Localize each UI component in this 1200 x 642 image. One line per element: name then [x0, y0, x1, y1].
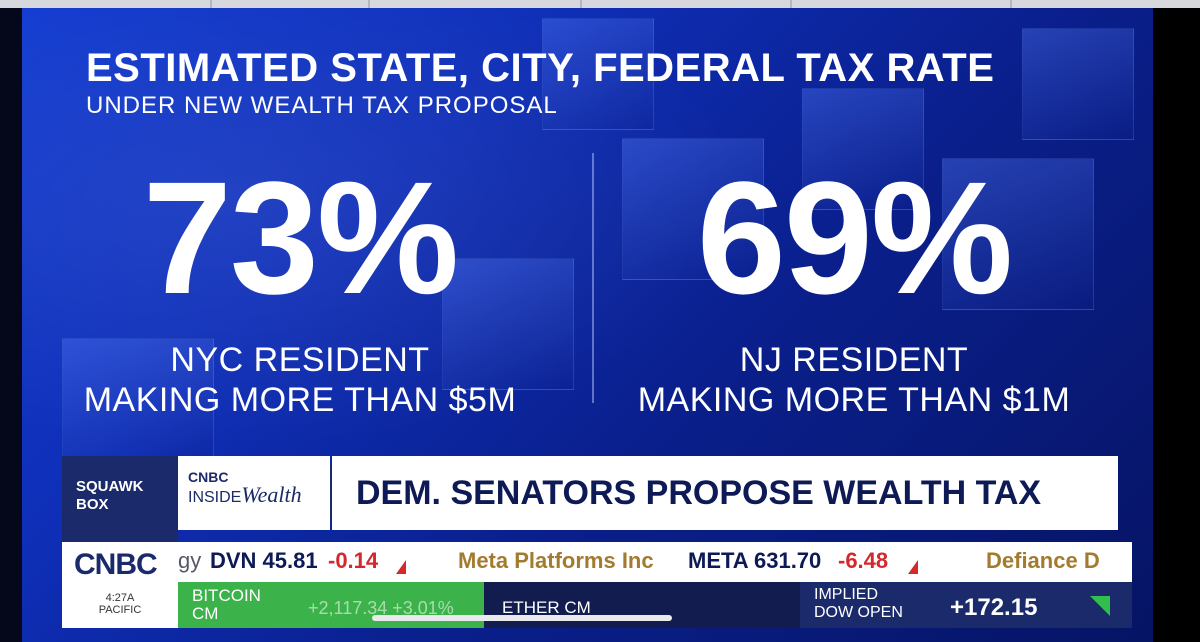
- dow-quote: IMPLIED DOW OPEN +172.15: [800, 582, 1132, 628]
- decor-cube: [542, 18, 654, 130]
- ether-label: ETHER CM: [502, 598, 591, 617]
- stat-nyc: 73% NYC RESIDENT MAKING MORE THAN $5M: [40, 158, 560, 420]
- stat-label-line: MAKING MORE THAN $1M: [637, 381, 1071, 419]
- stat-label-line: NJ RESIDENT: [739, 341, 969, 379]
- top-bar-segment: [210, 0, 212, 8]
- segment-brand-inside: INSIDE: [188, 489, 242, 506]
- left-frame: [0, 8, 22, 642]
- decor-cube: [802, 88, 924, 210]
- stat-nj: 69% NJ RESIDENT MAKING MORE THAN $1M: [594, 158, 1114, 420]
- lower-third-headline: DEM. SENATORS PROPOSE WEALTH TAX: [332, 456, 1118, 530]
- triangle-down-icon: [908, 560, 918, 574]
- segment-brand-title: INSIDEWealth: [188, 484, 330, 509]
- decor-cube: [442, 258, 574, 390]
- headline-separator: [330, 466, 332, 520]
- network-logo-block: CNBC 4:27A PACIFIC: [62, 542, 178, 628]
- ticker-item: gy: [178, 548, 202, 573]
- bitcoin-value: +2,117.34 +3.01%: [308, 598, 454, 618]
- graphic-subhead: UNDER NEW WEALTH TAX PROPOSAL: [86, 92, 558, 119]
- triangle-up-icon: [1090, 596, 1110, 616]
- dow-label: IMPLIED DOW OPEN: [814, 586, 903, 622]
- market-bar: BITCOIN CM +2,117.34 +3.01% ETHER CM IMP…: [178, 582, 1132, 628]
- stat-value: 73%: [142, 148, 459, 327]
- top-bar-segment: [790, 0, 792, 8]
- bitcoin-label: BITCOIN CM: [192, 587, 261, 623]
- ticker-item: DVN 45.81: [210, 548, 318, 573]
- stat-label-line: NYC RESIDENT: [170, 341, 430, 379]
- graphic-headline: ESTIMATED STATE, CITY, FEDERAL TAX RATE: [86, 46, 995, 90]
- clock-time: 4:27A: [105, 592, 135, 604]
- decor-cube: [1022, 28, 1134, 140]
- decor-cube: [62, 338, 214, 460]
- ticker-item: -6.48: [838, 548, 889, 573]
- show-name-line: SQUAWK: [76, 478, 144, 495]
- triangle-down-icon: [396, 560, 406, 574]
- stat-label: NYC RESIDENT MAKING MORE THAN $5M: [40, 340, 560, 420]
- stat-divider: [592, 153, 594, 403]
- top-bar-segment: [1010, 0, 1012, 8]
- dow-label-line: IMPLIED: [814, 586, 879, 603]
- cnbc-logo: CNBC: [74, 548, 158, 581]
- ticker-item: Defiance D: [986, 548, 1100, 573]
- top-bar-segment: [368, 0, 370, 8]
- bitcoin-label-line: BITCOIN: [192, 586, 261, 605]
- stat-label: NJ RESIDENT MAKING MORE THAN $1M: [594, 340, 1114, 420]
- bitcoin-quote: BITCOIN CM +2,117.34 +3.01%: [178, 582, 484, 628]
- decor-cube: [622, 138, 764, 280]
- ticker-item: -0.14: [328, 548, 379, 573]
- bitcoin-label-line: CM: [192, 604, 219, 623]
- show-badge: SQUAWK BOX: [62, 456, 178, 542]
- stock-ticker: gy DVN 45.81 -0.14 Meta Platforms Inc ME…: [178, 542, 1132, 582]
- clock-timezone: PACIFIC: [98, 604, 142, 616]
- segment-brand-cnbc: CNBC: [188, 469, 229, 485]
- dow-label-line: DOW OPEN: [814, 604, 903, 621]
- segment-brand: CNBC INSIDEWealth: [178, 456, 330, 530]
- lower-third: SQUAWK BOX CNBC INSIDEWealth DEM. SENATO…: [62, 456, 1132, 628]
- clock: 4:27A PACIFIC: [62, 592, 178, 616]
- decor-cube: [942, 158, 1094, 310]
- ticker-item: Meta Platforms Inc: [458, 548, 654, 573]
- right-frame: [1153, 8, 1200, 642]
- dow-value: +172.15: [950, 594, 1038, 621]
- top-status-bar: [0, 0, 1200, 8]
- ticker-item: META 631.70: [688, 548, 822, 573]
- top-bar-segment: [580, 0, 582, 8]
- home-indicator[interactable]: [372, 615, 672, 621]
- tv-screen: ESTIMATED STATE, CITY, FEDERAL TAX RATE …: [22, 8, 1153, 642]
- stat-label-line: MAKING MORE THAN $5M: [83, 381, 517, 419]
- stat-value: 69%: [696, 148, 1013, 327]
- show-name-line: BOX: [76, 496, 109, 513]
- ether-quote: ETHER CM: [484, 582, 800, 628]
- segment-brand-wealth: Wealth: [241, 482, 302, 507]
